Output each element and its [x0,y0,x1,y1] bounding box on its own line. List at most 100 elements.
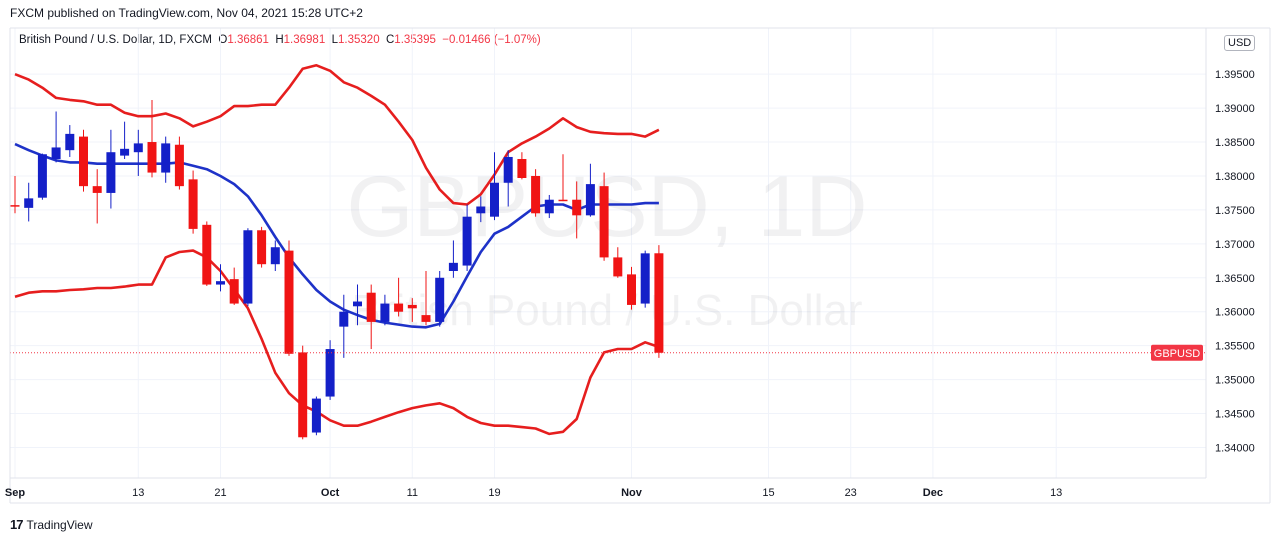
time-tick-label: Dec [923,487,943,499]
candle-body [599,186,609,258]
candle [106,129,116,209]
currency-button[interactable]: USD [1224,35,1256,51]
candle-body [298,352,308,438]
candle-body [627,274,636,305]
candle-body [435,277,445,322]
price-tick-label: 1.36000 [1215,307,1255,319]
candle-body [490,182,499,217]
time-tick-label: 19 [488,487,500,499]
candle-body [257,230,267,265]
candles [10,99,664,440]
candle [517,152,527,180]
low-value: 1.35320 [338,34,380,46]
candle [503,150,513,207]
price-axis[interactable]: 1.34000 1.34500 1.35000 1.35500 1.36000 1.365… [1215,69,1255,454]
candle-body [10,205,20,207]
price-tick-label: 1.34500 [1215,409,1255,421]
candle [51,111,61,163]
candle-body [92,186,102,193]
high-label: H [275,34,284,46]
candle-body [79,136,88,187]
candle [366,284,376,350]
candle [79,129,88,192]
candle [24,182,34,222]
candle [229,267,239,305]
candle-body [133,143,143,153]
candle-body [640,253,650,304]
candle-body [188,179,198,229]
candle-body [613,257,623,277]
candle [270,240,280,271]
candle-body [147,142,157,173]
candle [490,152,499,221]
candle-body [654,253,664,353]
time-tick-label: 21 [214,487,226,499]
candle [448,240,458,278]
candle [353,284,362,326]
candle [585,163,595,217]
candle [339,294,349,358]
candle-body [243,230,253,304]
price-tick-label: 1.37000 [1215,239,1255,251]
time-tick-label: Oct [321,487,340,499]
candle-body [51,147,61,159]
price-tick-label: 1.35500 [1215,341,1255,353]
candle [407,298,417,322]
price-tag-background [1151,344,1203,361]
candle [544,194,554,219]
candle [10,175,20,214]
candle-body [407,304,417,309]
close-value: 1.35395 [394,34,436,46]
candle [65,125,75,157]
candle-body [585,184,595,216]
candle-body [448,262,458,271]
candle-body [174,144,184,187]
price-tick-label: 1.38500 [1215,137,1255,149]
candle-body [216,281,225,285]
high-value: 1.36981 [283,34,326,46]
candle [92,169,102,224]
bb-lower-line [14,249,660,436]
close-label: C [385,34,395,46]
change-value: −0.01466 (−1.07%) [442,34,541,46]
price-tick-label: 1.36500 [1215,273,1255,285]
candle [257,226,267,268]
candle-body [353,301,362,307]
footer-brand: TradingView [26,517,93,532]
candle-body [421,315,431,322]
candle [120,121,130,159]
candle-body [394,303,404,312]
candle-body [202,224,212,285]
candle-body [531,175,541,214]
candle-body [120,148,130,156]
candle-body [325,349,335,397]
candle [380,294,390,326]
candle-body [380,303,390,322]
candle [188,170,198,234]
tradingview-logo: 17 [10,517,24,532]
grid [10,28,1206,478]
price-tag-label: GBPUSD [1154,348,1201,360]
candle [298,345,308,440]
open-value: 1.36861 [227,34,269,46]
candle [599,172,609,261]
candle [216,264,225,292]
time-tick-label: 13 [1050,487,1062,499]
price-tick-label: 1.34000 [1215,442,1255,454]
candle [476,196,486,223]
footer: 17 TradingView [10,517,93,532]
candle [640,250,650,308]
price-tick-label: 1.39500 [1215,69,1255,81]
candle [243,228,253,307]
candle-body [544,199,554,214]
time-axis[interactable]: Sep 13 21 Oct 11 19 Nov 15 23 Dec 13 [5,487,1062,499]
candle [627,266,636,310]
candle [613,247,623,278]
symbol-legend: British Pound / U.S. Dollar, 1D, FXCM O1… [19,34,541,46]
candle-body [462,216,472,266]
price-tick-label: 1.39000 [1215,103,1255,115]
bb-upper-line [14,64,660,206]
candle [531,169,541,217]
open-label: O [218,34,228,46]
